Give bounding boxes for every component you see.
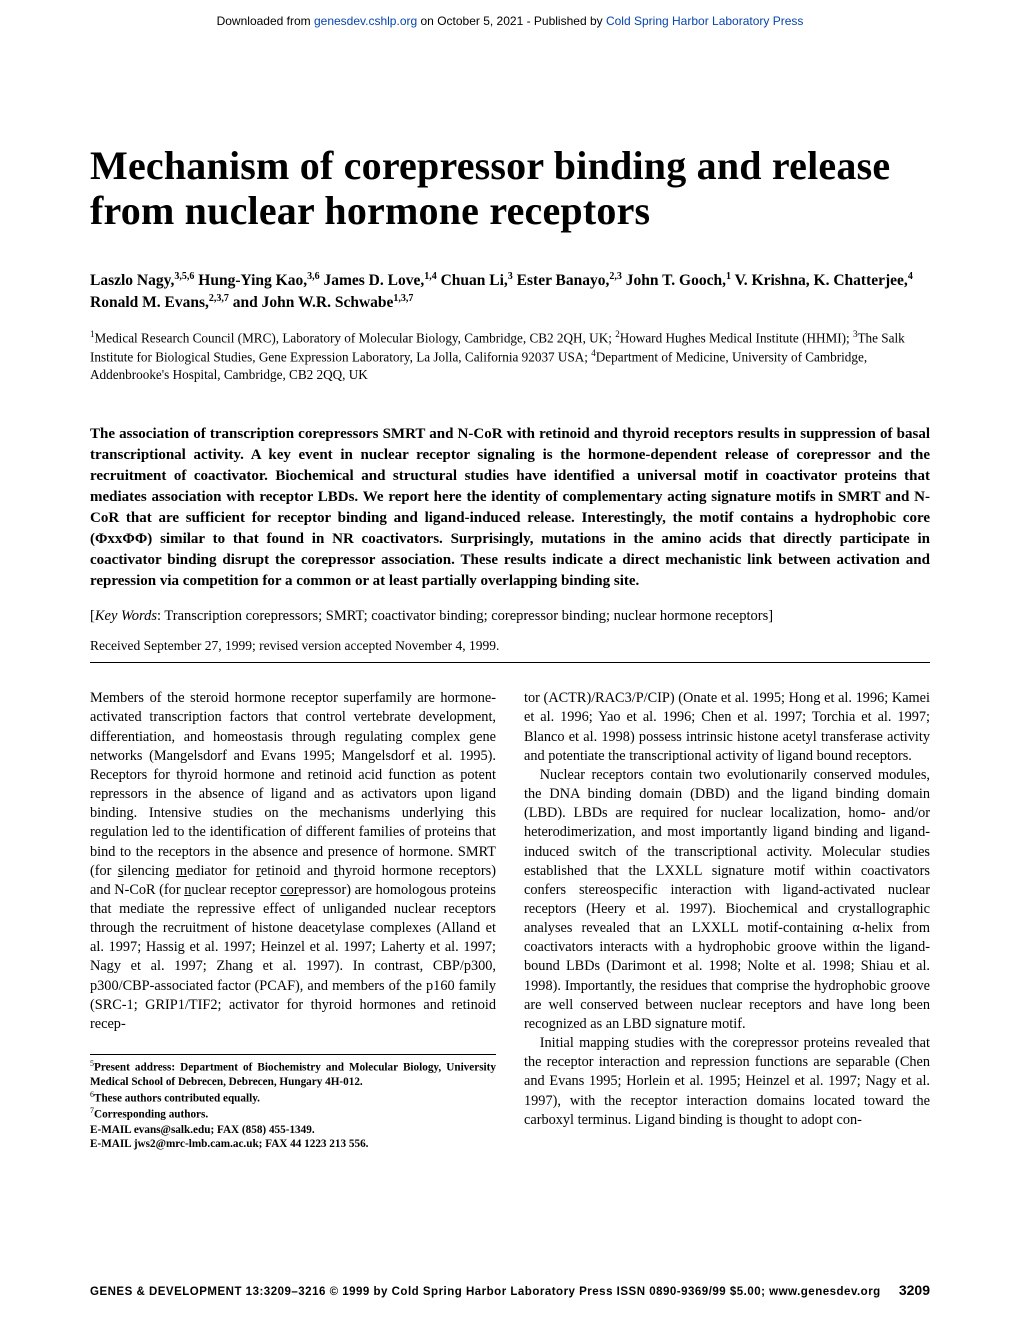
footer-journal: GENES & DEVELOPMENT 13:3209–3216 © 1999 … <box>90 1286 881 1298</box>
received-dates: Received September 27, 1999; revised ver… <box>90 638 930 654</box>
footnote-7: 7Corresponding authors. <box>90 1106 496 1122</box>
footnote-5: 5Present address: Department of Biochemi… <box>90 1059 496 1090</box>
body-para-right-1: tor (ACTR)/RAC3/P/CIP) (Onate et al. 199… <box>524 689 930 766</box>
affiliations: 1Medical Research Council (MRC), Laborat… <box>90 328 930 384</box>
left-column: Members of the steroid hormone receptor … <box>90 689 496 1151</box>
body-para-right-2: Nuclear receptors contain two evolutiona… <box>524 766 930 1034</box>
footnotes: 5Present address: Department of Biochemi… <box>90 1054 496 1152</box>
download-banner: Downloaded from genesdev.cshlp.org on Oc… <box>0 0 1020 28</box>
banner-middle: on October 5, 2021 - Published by <box>417 14 606 28</box>
right-column: tor (ACTR)/RAC3/P/CIP) (Onate et al. 199… <box>524 689 930 1151</box>
banner-prefix: Downloaded from <box>217 14 314 28</box>
body-para-right-3: Initial mapping studies with the corepre… <box>524 1034 930 1130</box>
page-footer: GENES & DEVELOPMENT 13:3209–3216 © 1999 … <box>90 1282 930 1298</box>
abstract: The association of transcription corepre… <box>90 424 930 592</box>
banner-link-genesdev[interactable]: genesdev.cshlp.org <box>314 14 417 28</box>
keywords-label: Key Words <box>95 608 157 624</box>
footnote-email-1: E-MAIL evans@salk.edu; FAX (858) 455-134… <box>90 1123 496 1138</box>
footnote-6: 6These authors contributed equally. <box>90 1090 496 1106</box>
keywords: [Key Words: Transcription corepressors; … <box>90 606 930 626</box>
footnote-email-2: E-MAIL jws2@mrc-lmb.cam.ac.uk; FAX 44 12… <box>90 1137 496 1152</box>
footer-page-number: 3209 <box>899 1282 930 1298</box>
authors-line: Laszlo Nagy,3,5,6 Hung-Ying Kao,3,6 Jame… <box>90 270 930 314</box>
body-para-left-1: Members of the steroid hormone receptor … <box>90 689 496 1034</box>
banner-link-cshlp[interactable]: Cold Spring Harbor Laboratory Press <box>606 14 803 28</box>
keywords-text: : Transcription corepressors; SMRT; coac… <box>157 608 773 624</box>
body-columns: Members of the steroid hormone receptor … <box>90 689 930 1151</box>
article-title: Mechanism of corepressor binding and rel… <box>90 144 930 234</box>
page-content: Mechanism of corepressor binding and rel… <box>0 28 1020 1152</box>
section-rule <box>90 662 930 663</box>
